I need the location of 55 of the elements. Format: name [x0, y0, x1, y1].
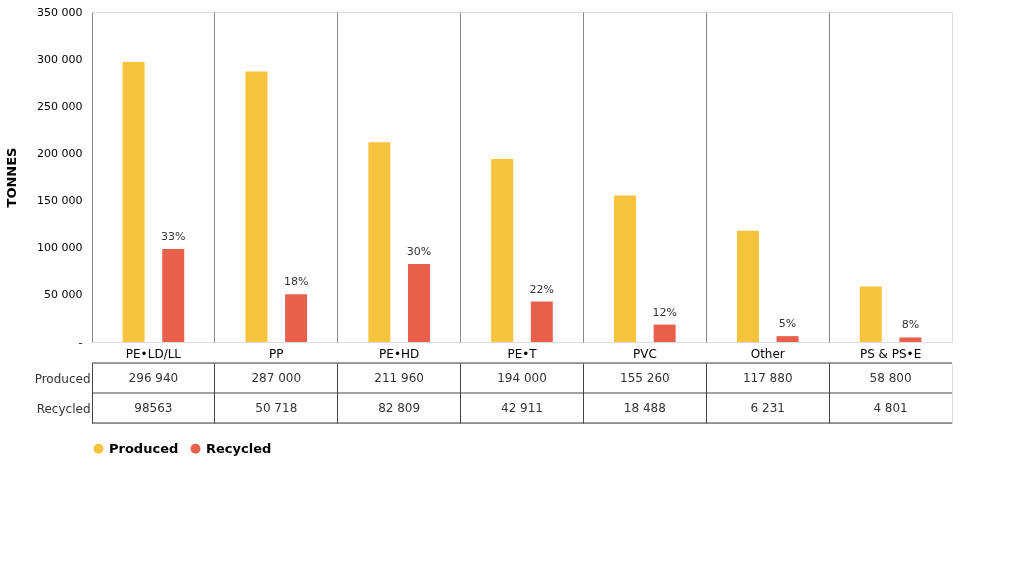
y-tick-label: -: [78, 335, 83, 349]
x-tick-label: PE•LD/LL: [125, 346, 182, 361]
annotation: 33%: [161, 230, 186, 244]
y-tick-label: 250 000: [37, 99, 83, 113]
annotation: 18%: [283, 275, 309, 289]
y-tick-label: 150 000: [37, 194, 83, 208]
bar: [491, 159, 514, 342]
bar: [162, 249, 185, 342]
annotation: 8%: [901, 318, 920, 332]
data-label: 4 801: [873, 401, 908, 415]
text: Produced: [34, 371, 91, 386]
annotation: 22%: [529, 282, 555, 296]
annotation: 5%: [778, 317, 797, 331]
data-label: 82 809: [378, 401, 421, 415]
data-label: 211 960: [374, 371, 424, 385]
y-tick-label: 300 000: [37, 52, 83, 66]
annotation: 30%: [406, 244, 432, 258]
x-tick-label: PS & PS•E: [859, 346, 922, 361]
legend-label: Produced: [109, 440, 179, 456]
data-label: 117 880: [742, 371, 793, 385]
bar: [285, 294, 308, 342]
x-tick-label: Other: [750, 346, 785, 361]
bar: [614, 195, 637, 342]
y-tick-label: 350 000: [37, 5, 83, 19]
data-label: 18 488: [623, 401, 666, 415]
data-label: 296 940: [128, 371, 179, 385]
data-label: 42 911: [501, 401, 543, 415]
y-tick-label: 100 000: [37, 241, 83, 255]
bar: [122, 62, 145, 342]
bar: [653, 324, 676, 342]
y-tick-label: 200 000: [37, 146, 83, 160]
x-tick-label: PP: [269, 346, 284, 361]
data-label: 287 000: [251, 371, 302, 385]
data-label: 98563: [134, 401, 173, 415]
data-label: 194 000: [497, 371, 547, 385]
x-tick-label: PVC: [632, 346, 657, 361]
bar: [859, 286, 882, 342]
x-tick-label: PE•T: [507, 346, 538, 361]
bar: [407, 263, 430, 342]
data-label: 6 231: [750, 401, 785, 415]
data-label: 155 260: [620, 371, 670, 385]
text: Recycled: [36, 401, 91, 416]
legend-label: Recycled: [206, 440, 272, 456]
bar: [899, 337, 922, 342]
bar: [530, 301, 553, 342]
y-tick-label: 50 000: [44, 288, 83, 302]
annotation: 12%: [652, 305, 677, 319]
data-label: 58 800: [869, 371, 912, 385]
x-tick-label: PE•HD: [379, 346, 420, 361]
bar: [368, 142, 391, 342]
bar: [245, 71, 268, 342]
data-label: 50 718: [255, 401, 298, 415]
bar: [776, 336, 799, 342]
bar: [736, 230, 759, 342]
y-axis-title: TONNES: [4, 147, 20, 208]
